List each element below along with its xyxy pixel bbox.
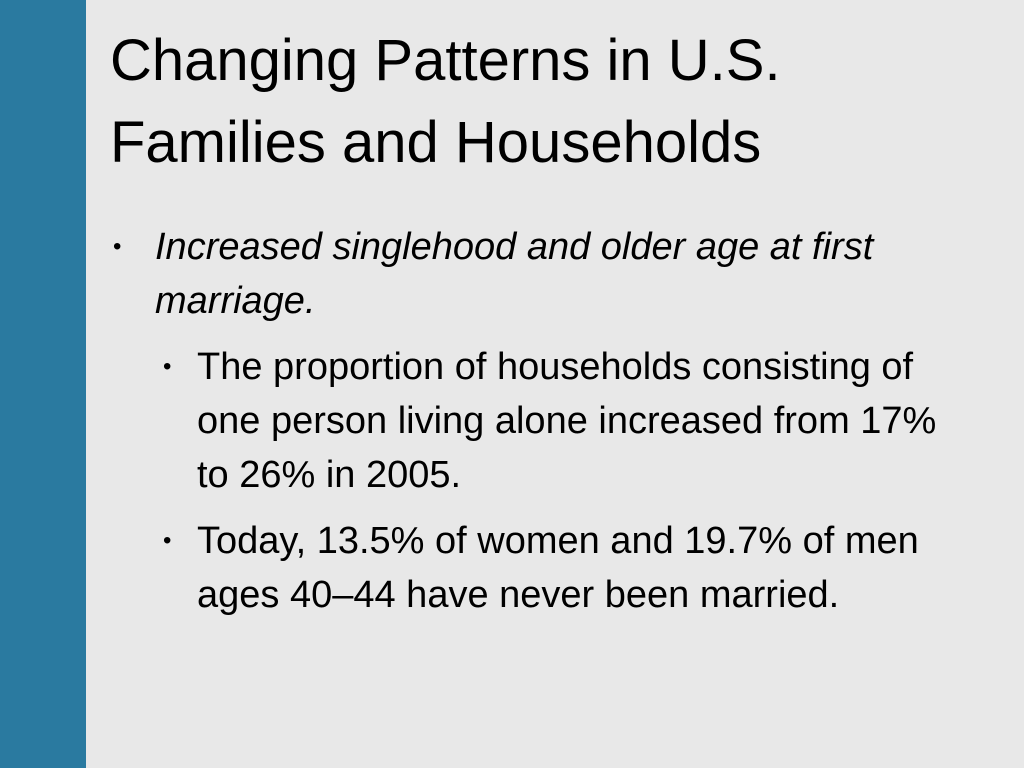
bullet-list: • Increased singlehood and older age at … xyxy=(0,220,1024,622)
sub-bullet: • Today, 13.5% of women and 19.7% of men… xyxy=(163,514,973,622)
bullet: • Increased singlehood and older age at … xyxy=(113,220,965,328)
bullet-dot: • xyxy=(113,233,122,260)
bullet-text: Today, 13.5% of women and 19.7% of men a… xyxy=(197,520,919,616)
bullet-text: Increased singlehood and older age at fi… xyxy=(155,226,874,322)
sub-bullet: • The proportion of households consistin… xyxy=(163,340,973,502)
bullet-dot: • xyxy=(163,353,172,380)
bullet-text: The proportion of households consisting … xyxy=(197,346,937,496)
bullet-dot: • xyxy=(163,527,172,554)
side-bar xyxy=(0,0,86,768)
slide-title: Changing Patterns in U.S. Families and H… xyxy=(110,28,781,175)
